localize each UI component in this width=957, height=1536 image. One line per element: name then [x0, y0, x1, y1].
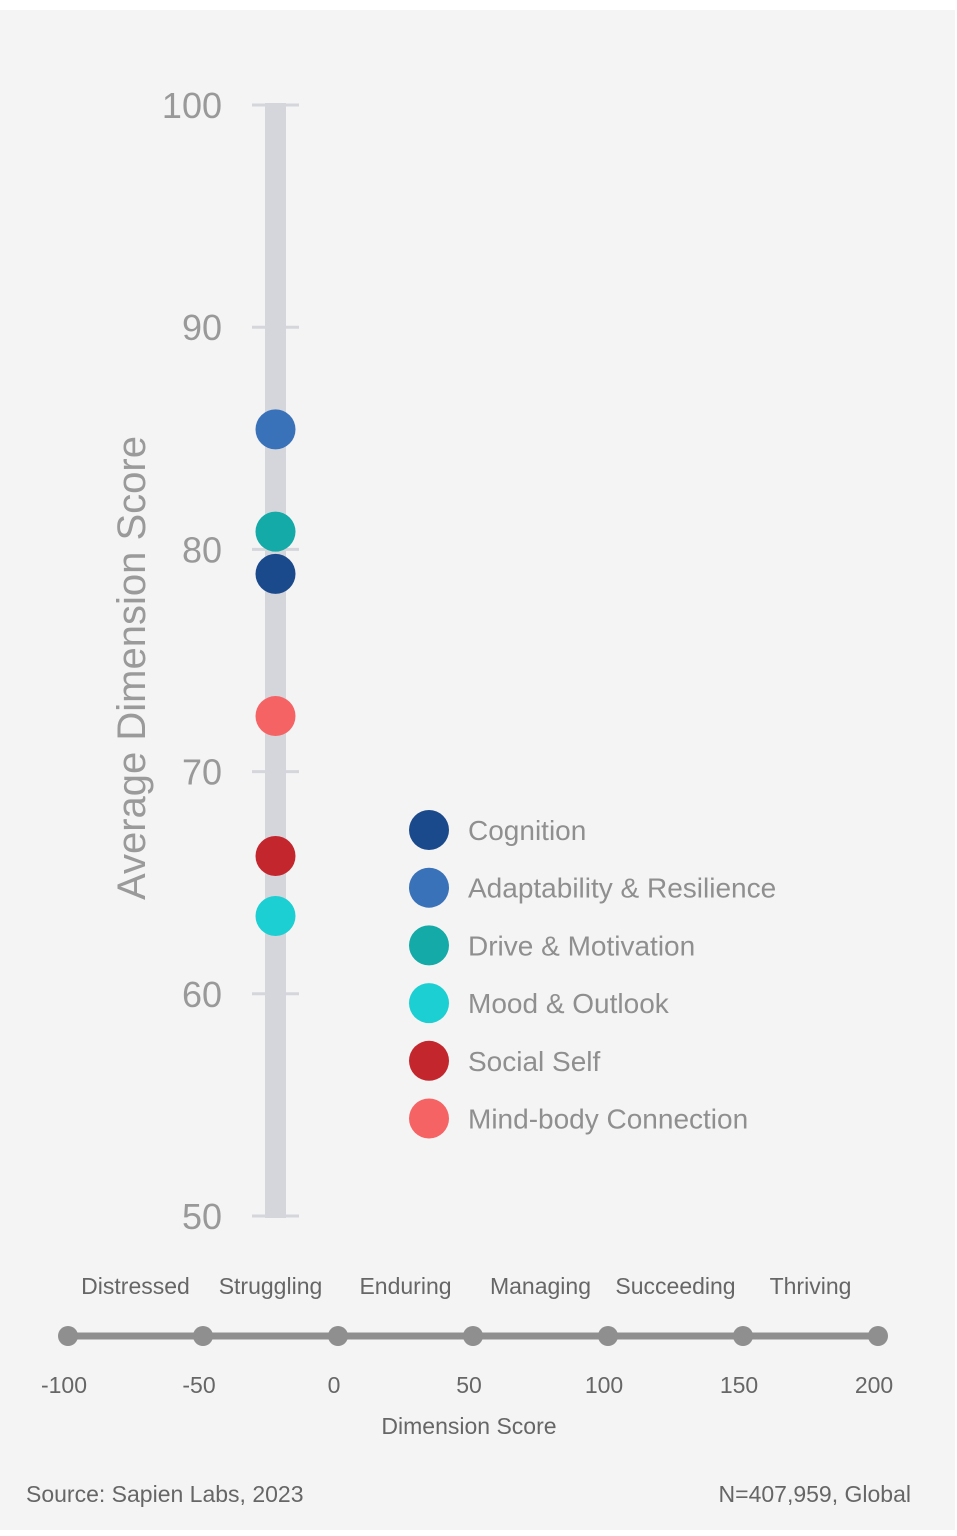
legend-item: Mind-body Connection [409, 1098, 748, 1139]
scale-category-label: Distressed [81, 1273, 190, 1299]
legend-item: Mood & Outlook [409, 983, 670, 1024]
x-tick-label: 200 [855, 1372, 893, 1398]
scale-category-label: Struggling [219, 1273, 323, 1299]
sample-size-text: N=407,959, Global [719, 1481, 911, 1507]
x-scale-marker [868, 1326, 888, 1346]
legend-item: Drive & Motivation [409, 925, 695, 966]
scale-category-label: Succeeding [615, 1273, 735, 1299]
legend-label: Social Self [468, 1046, 601, 1077]
y-tick-label: 70 [182, 752, 222, 793]
data-point-mood-outlook [255, 896, 296, 937]
legend-swatch [409, 1040, 449, 1081]
y-tick-label: 60 [182, 974, 222, 1015]
x-scale-marker [598, 1326, 618, 1346]
legend-swatch [409, 983, 449, 1024]
y-tick-label: 50 [182, 1196, 222, 1237]
x-scale-marker [463, 1326, 483, 1346]
scale-category-label: Enduring [359, 1273, 451, 1299]
y-axis-label: Average Dimension Score [110, 436, 154, 900]
data-point-mind-body-connection [255, 696, 296, 737]
legend-swatch [409, 810, 449, 850]
x-tick-label: -100 [41, 1372, 87, 1398]
x-scale-marker [193, 1326, 213, 1346]
y-tick-label: 80 [182, 529, 222, 570]
legend-item: Social Self [409, 1040, 601, 1081]
chart-background [0, 10, 955, 1530]
y-axis-bar [265, 103, 286, 1218]
data-point-adaptability-resilience [255, 409, 296, 450]
x-tick-label: 150 [720, 1372, 758, 1398]
legend-swatch [409, 925, 449, 966]
source-text: Source: Sapien Labs, 2023 [26, 1481, 303, 1507]
legend-item: Cognition [409, 810, 586, 850]
x-scale-marker [328, 1326, 348, 1346]
data-point-cognition [255, 553, 296, 594]
data-point-drive-motivation [255, 511, 296, 552]
scale-category-label: Thriving [770, 1273, 852, 1299]
legend-label: Mood & Outlook [468, 988, 670, 1019]
x-tick-label: -50 [182, 1372, 215, 1398]
legend-swatch [409, 867, 449, 908]
legend-label: Mind-body Connection [468, 1104, 748, 1135]
x-tick-label: 50 [456, 1372, 482, 1398]
data-point-social-self [255, 836, 296, 877]
x-scale-marker [58, 1326, 78, 1346]
x-axis-label: Dimension Score [381, 1413, 556, 1439]
legend-label: Cognition [468, 815, 586, 846]
legend-label: Drive & Motivation [468, 930, 695, 961]
legend-label: Adaptability & Resilience [468, 873, 776, 904]
x-tick-label: 100 [585, 1372, 623, 1398]
x-scale-marker [733, 1326, 753, 1346]
legend-swatch [409, 1098, 449, 1139]
legend-item: Adaptability & Resilience [409, 867, 776, 908]
y-tick-label: 100 [162, 85, 222, 126]
scale-category-label: Managing [490, 1273, 591, 1299]
y-tick-label: 90 [182, 307, 222, 348]
x-tick-label: 0 [328, 1372, 341, 1398]
